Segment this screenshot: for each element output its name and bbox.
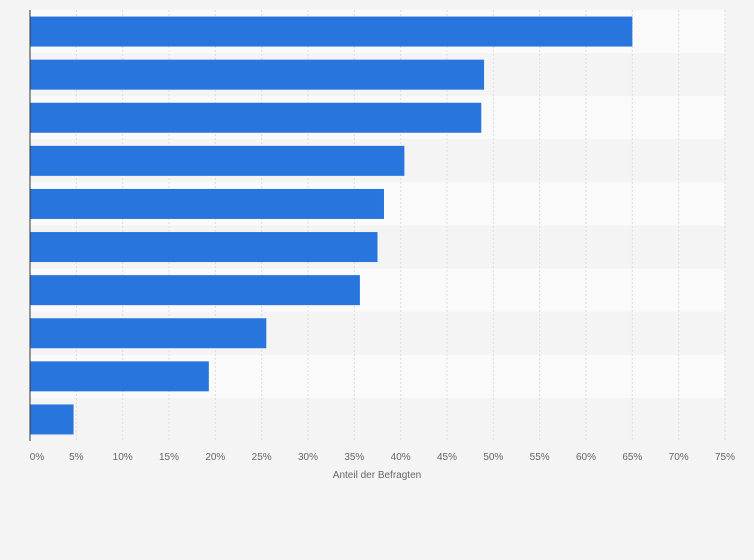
- x-tick-labels: 0% 5% 10% 15% 20% 25% 30% 35% 40% 45% 50% 55% 60% 65%…: [30, 452, 735, 463]
- x-tick-label: 35%: [344, 452, 364, 463]
- bars: [30, 16, 633, 435]
- row-band: [30, 397, 725, 441]
- bar[interactable]: [30, 275, 360, 306]
- bar[interactable]: [30, 188, 384, 219]
- x-tick-label: 15%: [159, 452, 179, 463]
- x-tick-label: 75%: [715, 452, 735, 463]
- x-tick-label: 0%: [30, 452, 45, 463]
- x-tick-label: 5%: [69, 452, 84, 463]
- x-tick-label: 25%: [252, 452, 272, 463]
- x-tick-label: 10%: [113, 452, 133, 463]
- bar[interactable]: [30, 59, 485, 90]
- bar[interactable]: [30, 318, 267, 349]
- bar[interactable]: [30, 102, 482, 133]
- x-tick-label: 70%: [669, 452, 689, 463]
- bar[interactable]: [30, 361, 209, 392]
- x-tick-label: 45%: [437, 452, 457, 463]
- x-tick-label: 30%: [298, 452, 318, 463]
- bar[interactable]: [30, 16, 633, 47]
- x-tick-label: 65%: [622, 452, 642, 463]
- bar[interactable]: [30, 232, 378, 263]
- x-tick-label: 20%: [205, 452, 225, 463]
- x-tick-label: 55%: [530, 452, 550, 463]
- x-axis-title: Anteil der Befragten: [333, 470, 421, 481]
- bar[interactable]: [30, 145, 405, 176]
- x-tick-label: 40%: [391, 452, 411, 463]
- x-tick-label: 50%: [483, 452, 503, 463]
- x-tick-label: 60%: [576, 452, 596, 463]
- bar[interactable]: [30, 404, 74, 435]
